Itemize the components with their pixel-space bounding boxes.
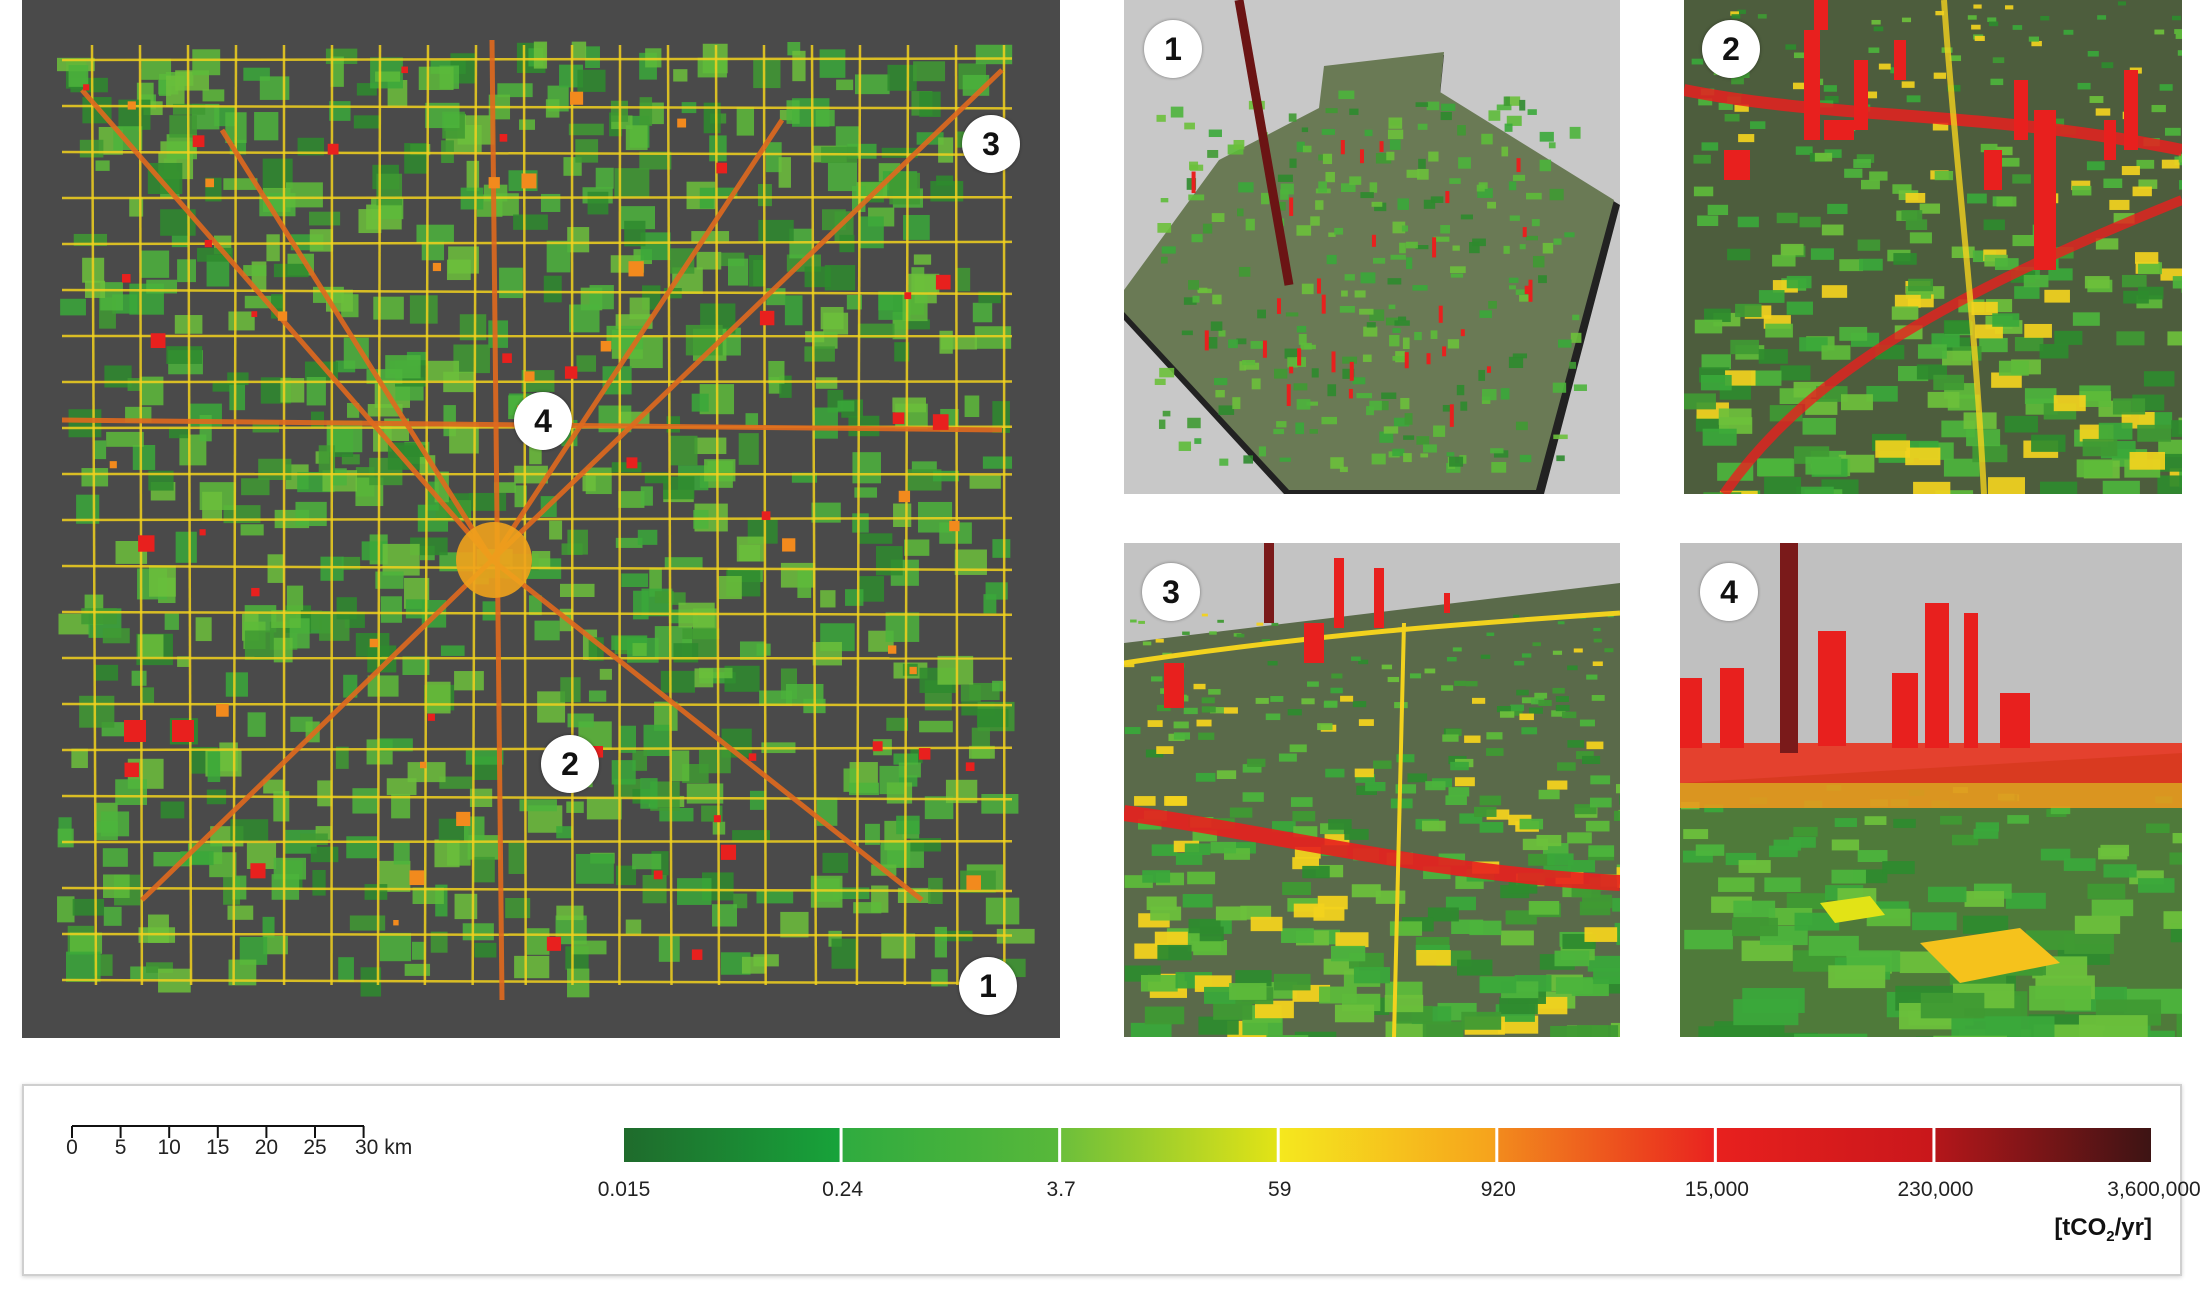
color-scale-segment [1498,1128,1714,1162]
color-scale-label: 3.7 [1046,1178,1076,1201]
color-scale-bar [624,1128,2151,1162]
view-4-canvas [1680,543,2182,1037]
view-2-canvas [1684,0,2182,494]
3d-view-3-perspective[interactable]: 3 [1124,543,1620,1037]
3d-view-2-closeup[interactable]: 2 [1684,0,2182,494]
color-scale-segment [1061,1128,1277,1162]
map-callout-4[interactable]: 4 [514,392,572,450]
view-1-callout: 1 [1144,20,1202,78]
scale-tick-label: 5 [114,1136,127,1159]
color-scale-label: 59 [1268,1178,1292,1201]
scale-tick-label: 10 [157,1136,181,1159]
color-scale-segment [1935,1128,2151,1162]
map-callout-2[interactable]: 2 [541,735,599,793]
view-1-parcels [1154,90,1587,473]
color-scale-label: 230,000 [1897,1178,1974,1201]
view-3-towers [1164,543,1450,708]
legend: 0 5 10 15 20 25 30 km 0.015 0.24 3.7 59 920 15,000 2… [22,1084,2201,1276]
color-scale-label: 0.015 [597,1178,651,1201]
color-scale-label: 3,600,000 [2107,1178,2201,1201]
color-scale-segment [624,1128,840,1162]
color-scale-segment [1279,1128,1496,1162]
view-3-callout: 3 [1142,563,1200,621]
view-2-callout: 2 [1702,20,1760,78]
main-emissions-map[interactable]: 3 4 2 1 [22,0,1060,1038]
scale-tick-label: 25 [303,1136,327,1159]
road-network-layer [61,39,1013,1001]
scale-tick-label: 0 [66,1136,78,1159]
color-scale-label: 920 [1480,1178,1516,1201]
scale-bar [71,1125,365,1138]
tall-emission-column [1234,0,1294,286]
map-canvas [57,39,1035,1001]
view-2-towers [1724,0,2138,270]
scale-tick-label: 15 [206,1136,230,1159]
view-4-towers [1680,543,2030,753]
color-scale-segment [1716,1128,1933,1162]
point-sources-layer [83,66,981,960]
map-callout-3[interactable]: 3 [962,115,1020,173]
3d-view-1-overview[interactable]: 1 [1124,0,1620,494]
scale-tick-label: 20 [254,1136,279,1159]
scale-tick-label: 30 km [355,1136,413,1159]
view-3-canvas [1124,543,1620,1037]
color-scale-label: 15,000 [1684,1178,1749,1201]
color-scale-segment [842,1128,1059,1162]
view-1-canvas [1124,0,1620,494]
view-4-callout: 4 [1700,563,1758,621]
map-callout-1[interactable]: 1 [959,957,1017,1015]
color-scale-label: 0.24 [822,1178,863,1201]
unit-label: [tCO2/yr] [2054,1214,2152,1245]
3d-view-4-downtown[interactable]: 4 [1680,543,2182,1037]
